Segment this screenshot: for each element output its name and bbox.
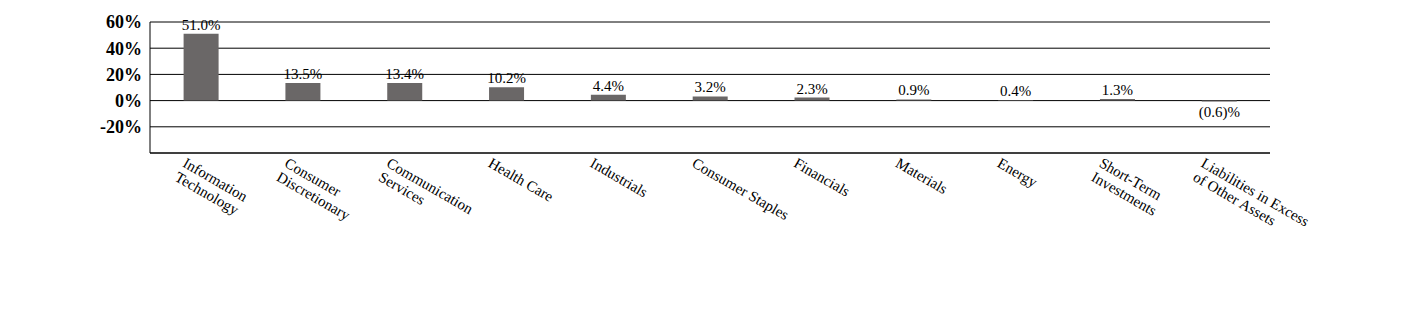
svg-text:Liabilities in Excessof Other: Liabilities in Excessof Other Assets xyxy=(1190,155,1311,244)
svg-text:13.5%: 13.5% xyxy=(284,66,323,82)
svg-text:Short-TermInvestments: Short-TermInvestments xyxy=(1089,155,1168,219)
svg-text:0.9%: 0.9% xyxy=(898,82,929,98)
svg-text:-20%: -20% xyxy=(100,117,142,137)
svg-text:13.4%: 13.4% xyxy=(385,66,424,82)
svg-text:Industrials: Industrials xyxy=(588,155,651,201)
svg-text:InformationTechnology: InformationTechnology xyxy=(172,155,250,219)
svg-text:3.2%: 3.2% xyxy=(695,79,726,95)
svg-text:Health Care: Health Care xyxy=(486,155,557,205)
svg-text:60%: 60% xyxy=(106,12,142,32)
svg-text:Financials: Financials xyxy=(791,155,853,200)
svg-text:Energy: Energy xyxy=(995,155,1041,191)
svg-text:20%: 20% xyxy=(106,65,142,85)
svg-text:2.3%: 2.3% xyxy=(796,81,827,97)
svg-text:1.3%: 1.3% xyxy=(1102,82,1133,98)
svg-text:CommunicationServices: CommunicationServices xyxy=(376,155,476,231)
svg-text:4.4%: 4.4% xyxy=(593,78,624,94)
svg-text:(0.6)%: (0.6)% xyxy=(1199,104,1240,121)
svg-text:51.0%: 51.0% xyxy=(182,17,221,33)
svg-text:ConsumerDiscretionary: ConsumerDiscretionary xyxy=(274,155,361,224)
svg-text:40%: 40% xyxy=(106,39,142,59)
svg-text:Materials: Materials xyxy=(893,155,950,197)
svg-text:0.4%: 0.4% xyxy=(1000,83,1031,99)
svg-text:Consumer Staples: Consumer Staples xyxy=(689,155,791,223)
svg-text:10.2%: 10.2% xyxy=(487,70,526,86)
svg-text:0%: 0% xyxy=(115,91,142,111)
